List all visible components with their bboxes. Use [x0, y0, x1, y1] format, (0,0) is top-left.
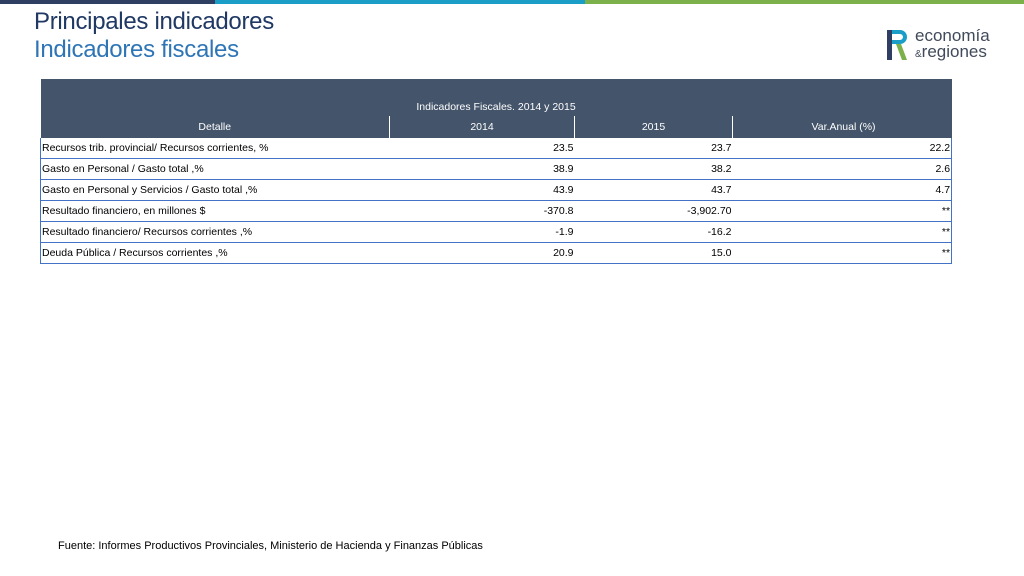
column-header-2014: 2014: [389, 116, 575, 138]
fiscal-indicators-table: Indicadores Fiscales. 2014 y 2015 Detall…: [40, 79, 953, 264]
page-subtitle: Indicadores fiscales: [34, 36, 239, 63]
value-2014: -1.9: [389, 221, 575, 243]
logo-word-regiones: &regiones: [915, 42, 987, 62]
column-header-2015: 2015: [574, 116, 733, 138]
table-row: Gasto en Personal y Servicios / Gasto to…: [40, 179, 953, 201]
value-var-anual: 22.2: [732, 138, 953, 159]
value-2014: 23.5: [389, 138, 575, 159]
table-row: Recursos trib. provincial/ Recursos corr…: [40, 138, 953, 159]
row-label: Deuda Pública / Recursos corrientes ,%: [40, 242, 390, 264]
column-header-detalle: Detalle: [40, 116, 390, 138]
value-var-anual: 2.6: [732, 158, 953, 180]
table-caption: Indicadores Fiscales. 2014 y 2015: [40, 79, 952, 116]
row-label: Gasto en Personal / Gasto total ,%: [40, 158, 390, 180]
value-2014: 38.9: [389, 158, 575, 180]
row-label: Gasto en Personal y Servicios / Gasto to…: [40, 179, 390, 201]
value-var-anual: **: [732, 200, 953, 222]
logo-word-economia: economía: [915, 26, 990, 45]
value-var-anual: 4.7: [732, 179, 953, 201]
column-header-var-anual: Var.Anual (%): [731, 116, 952, 138]
logo: economía &regiones: [887, 26, 1017, 62]
value-2015: 23.7: [574, 138, 733, 159]
value-2014: 43.9: [389, 179, 575, 201]
value-2014: 20.9: [389, 242, 575, 264]
row-label: Resultado financiero, en millones $: [40, 200, 390, 222]
value-var-anual: **: [732, 221, 953, 243]
logo-word-regiones-text: regiones: [921, 42, 987, 61]
value-2015: 43.7: [574, 179, 733, 201]
table-row: Deuda Pública / Recursos corrientes ,% 2…: [40, 242, 953, 264]
table-row: Resultado financiero, en millones $ -370…: [40, 200, 953, 222]
row-label: Recursos trib. provincial/ Recursos corr…: [40, 138, 390, 159]
page-title: Principales indicadores: [34, 8, 274, 35]
top-accent-bar: [0, 0, 1024, 4]
slide-title: Principales indicadores Indicadores fisc…: [34, 8, 274, 64]
value-2015: 15.0: [574, 242, 733, 264]
value-2014: -370.8: [389, 200, 575, 222]
table-row: Resultado financiero/ Recursos corriente…: [40, 221, 953, 243]
table-row: Gasto en Personal / Gasto total ,% 38.9 …: [40, 158, 953, 180]
value-2015: 38.2: [574, 158, 733, 180]
source-note: Fuente: Informes Productivos Provinciale…: [58, 540, 483, 552]
logo-ampersand: &: [915, 49, 922, 60]
value-2015: -16.2: [574, 221, 733, 243]
logo-mark-icon: [887, 30, 907, 60]
row-label: Resultado financiero/ Recursos corriente…: [40, 221, 390, 243]
value-2015: -3,902.70: [574, 200, 733, 222]
value-var-anual: **: [732, 242, 953, 264]
